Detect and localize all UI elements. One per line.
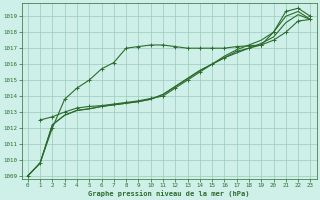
X-axis label: Graphe pression niveau de la mer (hPa): Graphe pression niveau de la mer (hPa) <box>88 190 250 197</box>
